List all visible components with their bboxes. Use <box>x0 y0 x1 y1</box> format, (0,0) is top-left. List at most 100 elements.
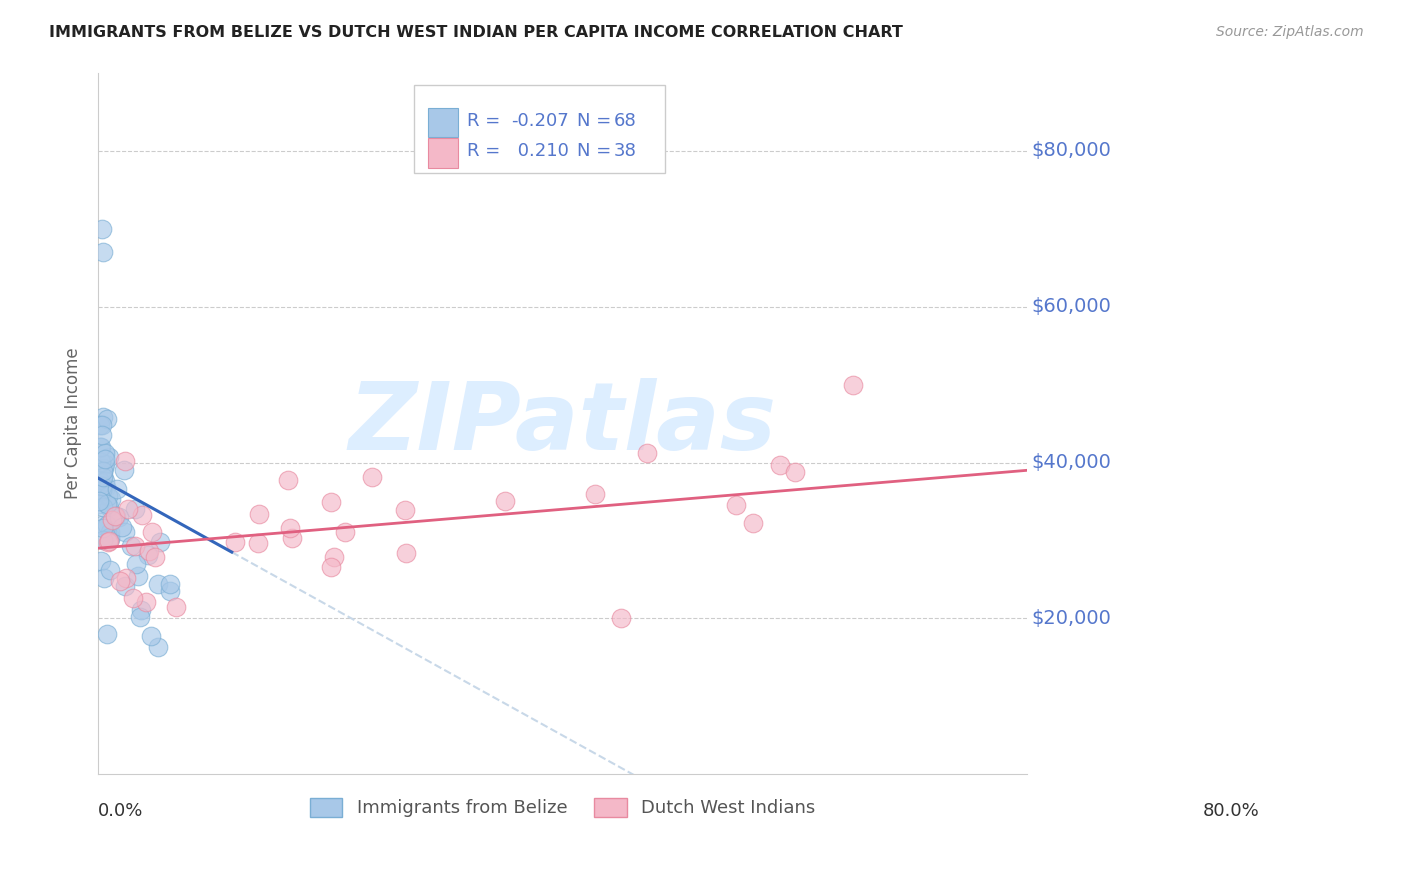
Point <box>583 486 606 500</box>
Text: 0.210: 0.210 <box>512 143 568 161</box>
Point <box>394 503 416 517</box>
Point <box>783 465 806 479</box>
Point <box>112 463 135 477</box>
Point <box>146 577 169 591</box>
FancyBboxPatch shape <box>427 138 458 168</box>
Point <box>105 482 128 496</box>
Point <box>91 479 114 493</box>
Point <box>108 510 131 524</box>
Legend: Immigrants from Belize, Dutch West Indians: Immigrants from Belize, Dutch West India… <box>302 791 823 825</box>
Point <box>115 571 138 585</box>
Point <box>323 549 346 564</box>
Point <box>125 557 148 571</box>
Point <box>636 446 658 460</box>
Point <box>90 417 112 432</box>
Point <box>98 533 121 547</box>
FancyBboxPatch shape <box>413 85 665 172</box>
Point <box>138 544 160 558</box>
Point <box>124 539 146 553</box>
Point <box>90 221 112 235</box>
Point <box>91 470 114 484</box>
Point <box>141 524 163 539</box>
Text: $20,000: $20,000 <box>1032 609 1112 628</box>
Point <box>90 440 112 454</box>
Point <box>90 455 112 469</box>
Point <box>89 497 111 511</box>
Point <box>159 577 181 591</box>
Point <box>93 452 115 467</box>
Point <box>319 560 342 574</box>
Text: Source: ZipAtlas.com: Source: ZipAtlas.com <box>1216 25 1364 39</box>
Point <box>108 574 131 589</box>
Point <box>97 534 120 549</box>
Point <box>124 501 146 516</box>
Point <box>91 517 114 532</box>
Text: $60,000: $60,000 <box>1032 297 1112 316</box>
Point <box>104 508 127 523</box>
Point <box>148 640 170 654</box>
Point <box>89 493 111 508</box>
Point <box>278 520 301 534</box>
Point <box>111 520 134 534</box>
Point <box>96 627 118 641</box>
Point <box>129 603 152 617</box>
Point <box>90 427 112 442</box>
Point <box>247 507 270 521</box>
Point <box>277 473 299 487</box>
Point <box>842 377 865 392</box>
Point <box>91 521 114 535</box>
Point <box>90 488 112 502</box>
Text: 80.0%: 80.0% <box>1202 802 1260 820</box>
Text: 0.0%: 0.0% <box>98 802 143 820</box>
Point <box>127 569 149 583</box>
Point <box>724 499 747 513</box>
Point <box>114 524 136 539</box>
Point <box>121 591 143 605</box>
Point <box>93 500 115 514</box>
Point <box>114 579 136 593</box>
Point <box>90 483 112 498</box>
Point <box>335 525 357 540</box>
Point <box>120 539 142 553</box>
Point <box>89 440 111 454</box>
Point <box>93 446 115 460</box>
Text: N =: N = <box>576 143 617 161</box>
Point <box>159 584 181 599</box>
Point <box>96 489 118 503</box>
Point <box>138 549 160 563</box>
Text: ZIPatlas: ZIPatlas <box>349 377 776 469</box>
Point <box>93 571 115 585</box>
Point <box>610 611 633 625</box>
Point <box>360 470 382 484</box>
Text: $80,000: $80,000 <box>1032 142 1112 161</box>
FancyBboxPatch shape <box>427 108 458 137</box>
Text: IMMIGRANTS FROM BELIZE VS DUTCH WEST INDIAN PER CAPITA INCOME CORRELATION CHART: IMMIGRANTS FROM BELIZE VS DUTCH WEST IND… <box>49 25 903 40</box>
Point <box>98 524 121 539</box>
Point <box>91 467 114 482</box>
Point <box>131 508 153 522</box>
Point <box>89 473 111 487</box>
Point <box>149 535 172 549</box>
Point <box>129 610 152 624</box>
Text: R =: R = <box>467 143 506 161</box>
Point <box>135 594 157 608</box>
Point <box>91 480 114 494</box>
Text: 38: 38 <box>614 143 637 161</box>
Point <box>96 517 118 532</box>
Point <box>98 563 121 577</box>
Text: $40,000: $40,000 <box>1032 453 1112 472</box>
Point <box>94 474 117 488</box>
Text: N =: N = <box>576 112 617 129</box>
Point <box>319 494 342 508</box>
Point <box>91 245 114 260</box>
Point <box>100 491 122 506</box>
Point <box>117 501 139 516</box>
Point <box>247 536 270 550</box>
Point <box>90 554 112 568</box>
Point <box>98 500 121 514</box>
Point <box>94 457 117 471</box>
Point <box>93 461 115 475</box>
Point <box>89 418 111 433</box>
Point <box>96 412 118 426</box>
Point <box>742 516 765 530</box>
